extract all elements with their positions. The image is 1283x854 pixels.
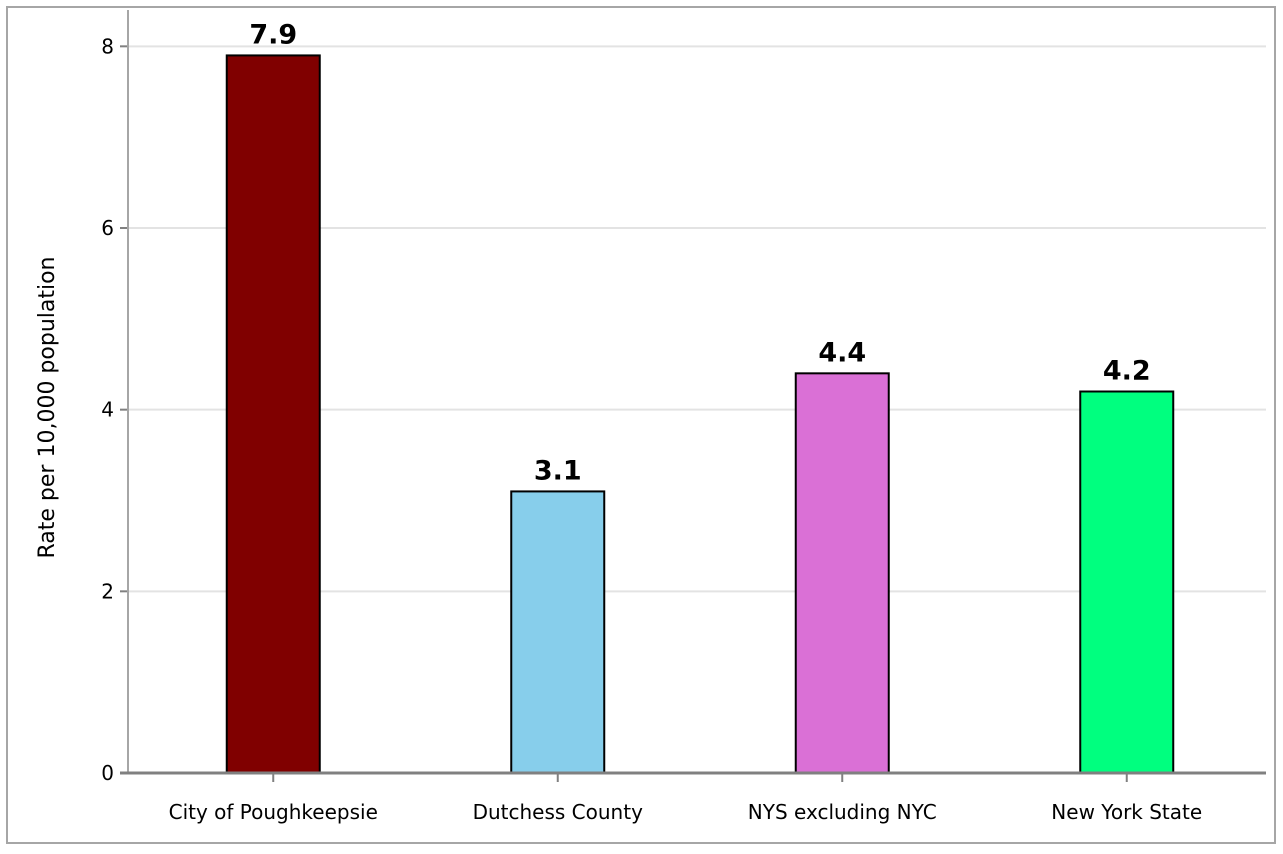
x-tick-label: City of Poughkeepsie	[169, 800, 378, 824]
bar-value-label: 7.9	[249, 19, 297, 50]
y-tick-label: 2	[101, 579, 114, 603]
y-tick-label: 8	[101, 34, 114, 58]
x-tick-label: Dutchess County	[473, 800, 643, 824]
bar	[510, 490, 606, 774]
bar-value-label: 3.1	[534, 455, 582, 486]
tick-labels: 0 2 4 6 8 City of Poughkeepsie Dutchess County…	[101, 34, 1202, 824]
bar-value-label: 4.4	[818, 337, 866, 368]
bar	[1079, 390, 1175, 774]
y-tick-label: 6	[101, 216, 114, 240]
chart-border	[6, 6, 1276, 844]
y-tick-label: 0	[101, 761, 114, 785]
axes	[120, 10, 1266, 782]
y-axis-label: Rate per 10,000 population	[35, 256, 60, 558]
bar	[225, 54, 321, 774]
y-tick-label: 4	[101, 398, 114, 422]
value-labels: 7.9 3.1 4.4 4.2	[249, 19, 1150, 486]
x-tick-label: New York State	[1051, 800, 1202, 824]
bar-value-label: 4.2	[1103, 356, 1151, 387]
x-tick-label: NYS excluding NYC	[748, 800, 937, 824]
bar	[794, 372, 890, 774]
